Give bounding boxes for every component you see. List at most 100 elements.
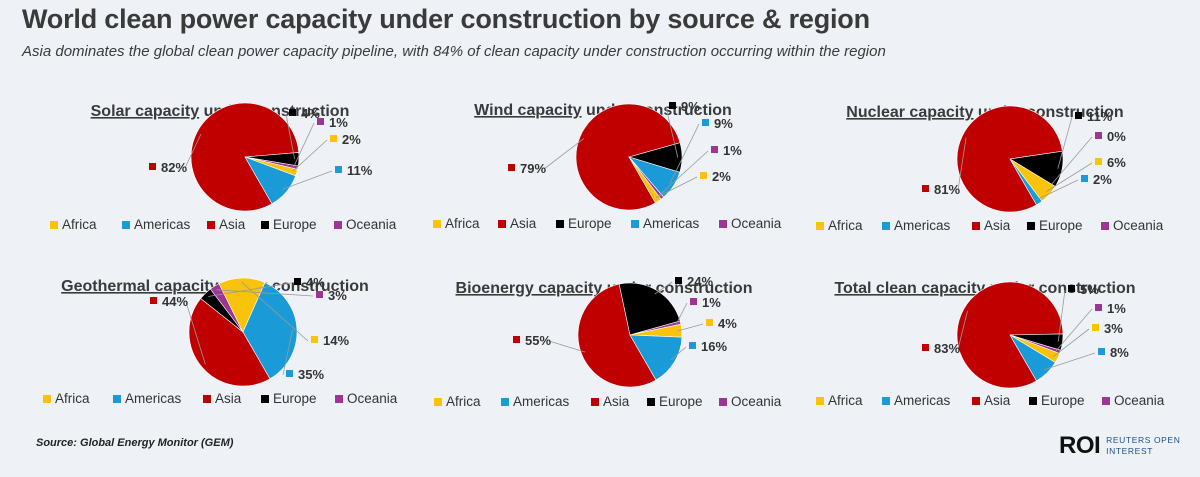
- data-label-marker-africa: [330, 135, 337, 142]
- legend-swatch-asia: [203, 395, 211, 403]
- data-label-asia: 44%: [162, 294, 188, 309]
- chart-title-underlined: Wind capacity: [474, 102, 582, 119]
- pie-chart-5: Bioenergy capacity under construction55%…: [434, 274, 782, 409]
- data-label-marker-americas: [1081, 175, 1088, 182]
- data-label-oceania: 3%: [328, 288, 347, 303]
- roi-logo: ROI REUTERS OPEN INTEREST: [1059, 434, 1186, 458]
- legend-swatch-africa: [50, 221, 58, 229]
- legend-swatch-oceania: [1102, 397, 1110, 405]
- pie-slice-americas: [242, 282, 298, 380]
- data-label-africa: 14%: [323, 333, 349, 348]
- legend-swatch-oceania: [335, 395, 343, 403]
- data-label-marker-americas: [702, 119, 709, 126]
- data-label-marker-asia: [508, 164, 515, 171]
- leader-line: [676, 302, 688, 324]
- data-label-americas: 11%: [347, 163, 373, 178]
- data-label-marker-africa: [1092, 324, 1099, 331]
- data-label-asia: 55%: [525, 333, 551, 348]
- legend-label-asia: Asia: [219, 217, 246, 232]
- data-label-europe: 9%: [681, 99, 700, 114]
- legend-swatch-americas: [882, 397, 890, 405]
- leader-line: [1045, 162, 1093, 192]
- chart-title-underlined: Total clean capacity: [834, 280, 985, 297]
- legend-swatch-asia: [207, 221, 215, 229]
- legend-swatch-oceania: [719, 220, 727, 228]
- data-label-marker-oceania: [317, 118, 324, 125]
- data-label-asia: 81%: [934, 182, 960, 197]
- legend-swatch-africa: [43, 395, 51, 403]
- data-label-marker-europe: [289, 109, 296, 116]
- legend-label-africa: Africa: [62, 217, 97, 232]
- legend-swatch-oceania: [334, 221, 342, 229]
- pie-slice-americas: [629, 334, 683, 381]
- leader-line: [1043, 352, 1096, 371]
- data-label-europe: 4%: [301, 106, 320, 121]
- pie-slice-americas: [1009, 158, 1043, 206]
- legend-label-africa: Africa: [55, 391, 90, 406]
- legend-label-americas: Americas: [643, 216, 700, 231]
- legend-label-europe: Europe: [1039, 218, 1083, 233]
- legend-swatch-europe: [647, 398, 655, 406]
- data-label-americas: 8%: [1110, 345, 1129, 360]
- data-label-marker-asia: [922, 344, 929, 351]
- legend-swatch-africa: [434, 398, 442, 406]
- legend-swatch-asia: [972, 397, 980, 405]
- data-label-marker-africa: [1095, 158, 1102, 165]
- legend-label-europe: Europe: [273, 217, 317, 232]
- pie-slice-asia: [577, 283, 657, 388]
- legend-label-africa: Africa: [446, 394, 481, 409]
- data-label-marker-americas: [286, 370, 293, 377]
- data-label-marker-oceania: [690, 298, 697, 305]
- legend-label-europe: Europe: [1041, 393, 1085, 408]
- data-label-marker-americas: [689, 342, 696, 349]
- leader-line: [1057, 116, 1073, 169]
- data-label-europe: 24%: [687, 274, 713, 289]
- leader-line: [1036, 179, 1079, 200]
- page-subtitle: Asia dominates the global clean power ca…: [22, 43, 886, 60]
- legend-swatch-asia: [591, 398, 599, 406]
- data-label-marker-europe: [669, 102, 676, 109]
- legend-swatch-africa: [816, 397, 824, 405]
- chart-title-underlined: Geothermal capacity: [61, 278, 219, 295]
- legend-label-europe: Europe: [273, 391, 317, 406]
- pie-chart-6: Total clean capacity under construction8…: [816, 280, 1165, 408]
- legend-label-oceania: Oceania: [346, 217, 397, 232]
- legend-swatch-africa: [816, 222, 824, 230]
- legend-swatch-asia: [498, 220, 506, 228]
- legend-swatch-americas: [501, 398, 509, 406]
- leader-line: [216, 289, 314, 297]
- legend-swatch-oceania: [1101, 222, 1109, 230]
- data-label-africa: 6%: [1107, 155, 1126, 170]
- data-label-marker-oceania: [1095, 304, 1102, 311]
- legend-label-americas: Americas: [125, 391, 182, 406]
- data-label-marker-europe: [1075, 112, 1082, 119]
- pie-slice-asia: [188, 298, 271, 387]
- data-label-marker-asia: [150, 297, 157, 304]
- data-label-americas: 16%: [701, 339, 727, 354]
- data-label-marker-africa: [700, 172, 707, 179]
- pie-chart-1: Solar capacity under construction82%4%1%…: [50, 102, 397, 232]
- leader-line: [1051, 136, 1093, 185]
- leader-line: [655, 176, 698, 198]
- data-label-marker-europe: [675, 277, 682, 284]
- leader-line: [282, 329, 293, 376]
- data-label-africa: 3%: [1104, 321, 1123, 336]
- data-label-marker-europe: [294, 278, 301, 285]
- data-label-marker-africa: [311, 336, 318, 343]
- data-label-oceania: 1%: [702, 295, 721, 310]
- data-label-africa: 2%: [712, 169, 731, 184]
- legend-label-americas: Americas: [513, 394, 570, 409]
- leader-line: [285, 113, 295, 160]
- data-label-europe: 4%: [306, 275, 325, 290]
- leader-line: [543, 138, 585, 170]
- data-label-asia: 83%: [934, 341, 960, 356]
- leader-line: [665, 106, 679, 158]
- pie-slice-americas: [244, 156, 296, 205]
- data-label-marker-oceania: [316, 291, 323, 298]
- leader-line: [185, 301, 206, 365]
- legend-swatch-americas: [631, 220, 639, 228]
- legend-swatch-europe: [261, 395, 269, 403]
- legend-swatch-europe: [556, 220, 564, 228]
- legend-label-asia: Asia: [984, 393, 1011, 408]
